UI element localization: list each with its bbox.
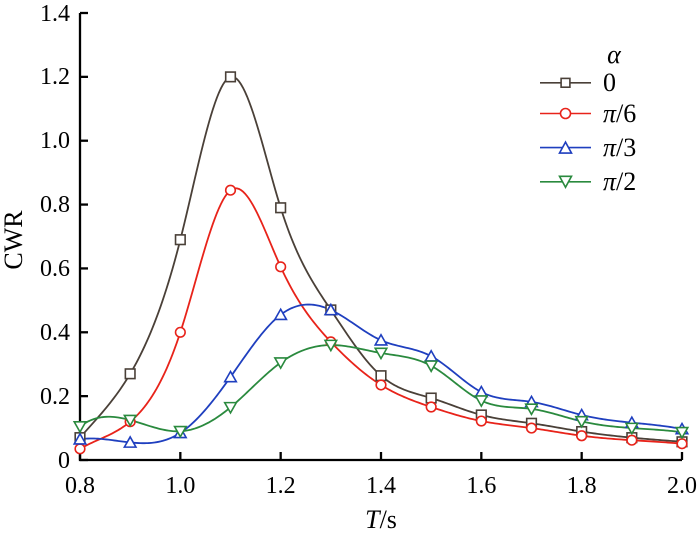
svg-text:1.8: 1.8	[567, 473, 597, 499]
svg-text:0.8: 0.8	[65, 473, 95, 499]
svg-text:1.0: 1.0	[165, 473, 195, 499]
svg-text:1.6: 1.6	[466, 473, 496, 499]
svg-text:0.4: 0.4	[40, 320, 70, 346]
svg-text:0.8: 0.8	[40, 192, 70, 218]
svg-text:1.2: 1.2	[266, 473, 296, 499]
svg-text:π/6: π/6	[603, 99, 636, 128]
svg-text:1.2: 1.2	[40, 64, 70, 90]
svg-text:0.2: 0.2	[40, 384, 70, 410]
svg-text:α: α	[607, 40, 622, 69]
svg-text:0: 0	[58, 448, 70, 474]
svg-text:π/3: π/3	[603, 133, 636, 162]
svg-text:π/2: π/2	[603, 167, 636, 196]
svg-text:T/s: T/s	[365, 505, 397, 534]
svg-text:2.0: 2.0	[667, 473, 697, 499]
svg-text:1.4: 1.4	[40, 1, 70, 27]
svg-text:1.4: 1.4	[366, 473, 396, 499]
svg-text:0.6: 0.6	[40, 256, 70, 282]
svg-text:1.0: 1.0	[40, 128, 70, 154]
svg-text:CWR: CWR	[0, 210, 28, 270]
svg-text:0: 0	[603, 68, 616, 97]
